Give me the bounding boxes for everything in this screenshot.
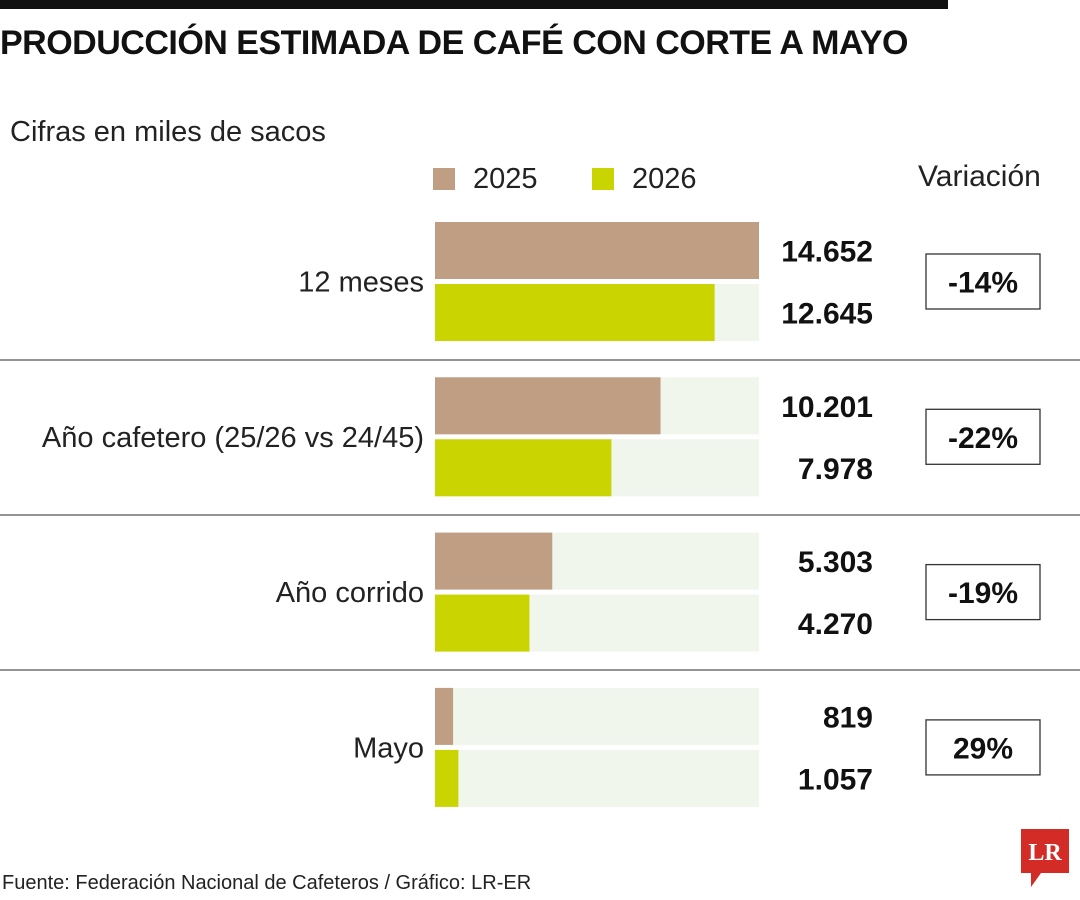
- value-label-2025: 10.201: [781, 391, 873, 424]
- legend-swatch-2025: [433, 168, 455, 190]
- bar-2025: [435, 687, 454, 745]
- source-note: Fuente: Federación Nacional de Cafeteros…: [2, 872, 532, 894]
- bar-2026: [435, 594, 530, 652]
- variation-label: -19%: [948, 577, 1018, 610]
- bar-2025: [435, 222, 759, 279]
- legend-item-2025: 2025: [433, 162, 538, 196]
- bar-2025: [435, 377, 661, 435]
- chart-title: PRODUCCIÓN ESTIMADA DE CAFÉ CON CORTE A …: [0, 24, 909, 62]
- legend-swatch-2026: [592, 168, 614, 190]
- bar-2025: [435, 532, 553, 590]
- bar-2026: [435, 284, 715, 341]
- category-label: Año corrido: [276, 577, 424, 609]
- variation-label: -22%: [948, 422, 1018, 455]
- top-rule: [0, 0, 948, 9]
- variation-box: [925, 253, 1041, 310]
- legend-item-2026: 2026: [592, 162, 697, 196]
- variation-header: Variación: [918, 160, 1041, 193]
- svg-text:LR: LR: [1028, 840, 1062, 866]
- value-label-2025: 14.652: [781, 236, 873, 269]
- bar-track: [435, 687, 759, 745]
- category-label: Mayo: [353, 732, 424, 764]
- variation-box: [925, 408, 1041, 465]
- legend-label-2025: 2025: [473, 162, 538, 195]
- value-label-2026: 4.270: [798, 608, 873, 641]
- chart-subtitle: Cifras en miles de sacos: [10, 116, 326, 148]
- lr-logo: LR: [1021, 829, 1069, 887]
- value-label-2025: 5.303: [798, 546, 873, 579]
- bar-2026: [435, 439, 612, 497]
- category-label: Año cafetero (25/26 vs 24/45): [42, 422, 424, 454]
- value-label-2026: 1.057: [798, 763, 873, 796]
- bar-2026: [435, 749, 459, 807]
- variation-box: [925, 563, 1041, 621]
- category-label: 12 meses: [298, 267, 424, 299]
- variation-box: [925, 719, 1041, 776]
- legend-label-2026: 2026: [632, 162, 697, 195]
- variation-label: -14%: [948, 267, 1018, 300]
- value-label-2026: 7.978: [798, 453, 873, 486]
- value-label-2026: 12.645: [781, 298, 873, 331]
- bar-track: [435, 749, 759, 807]
- variation-label: 29%: [953, 732, 1013, 765]
- value-label-2025: 819: [823, 701, 873, 734]
